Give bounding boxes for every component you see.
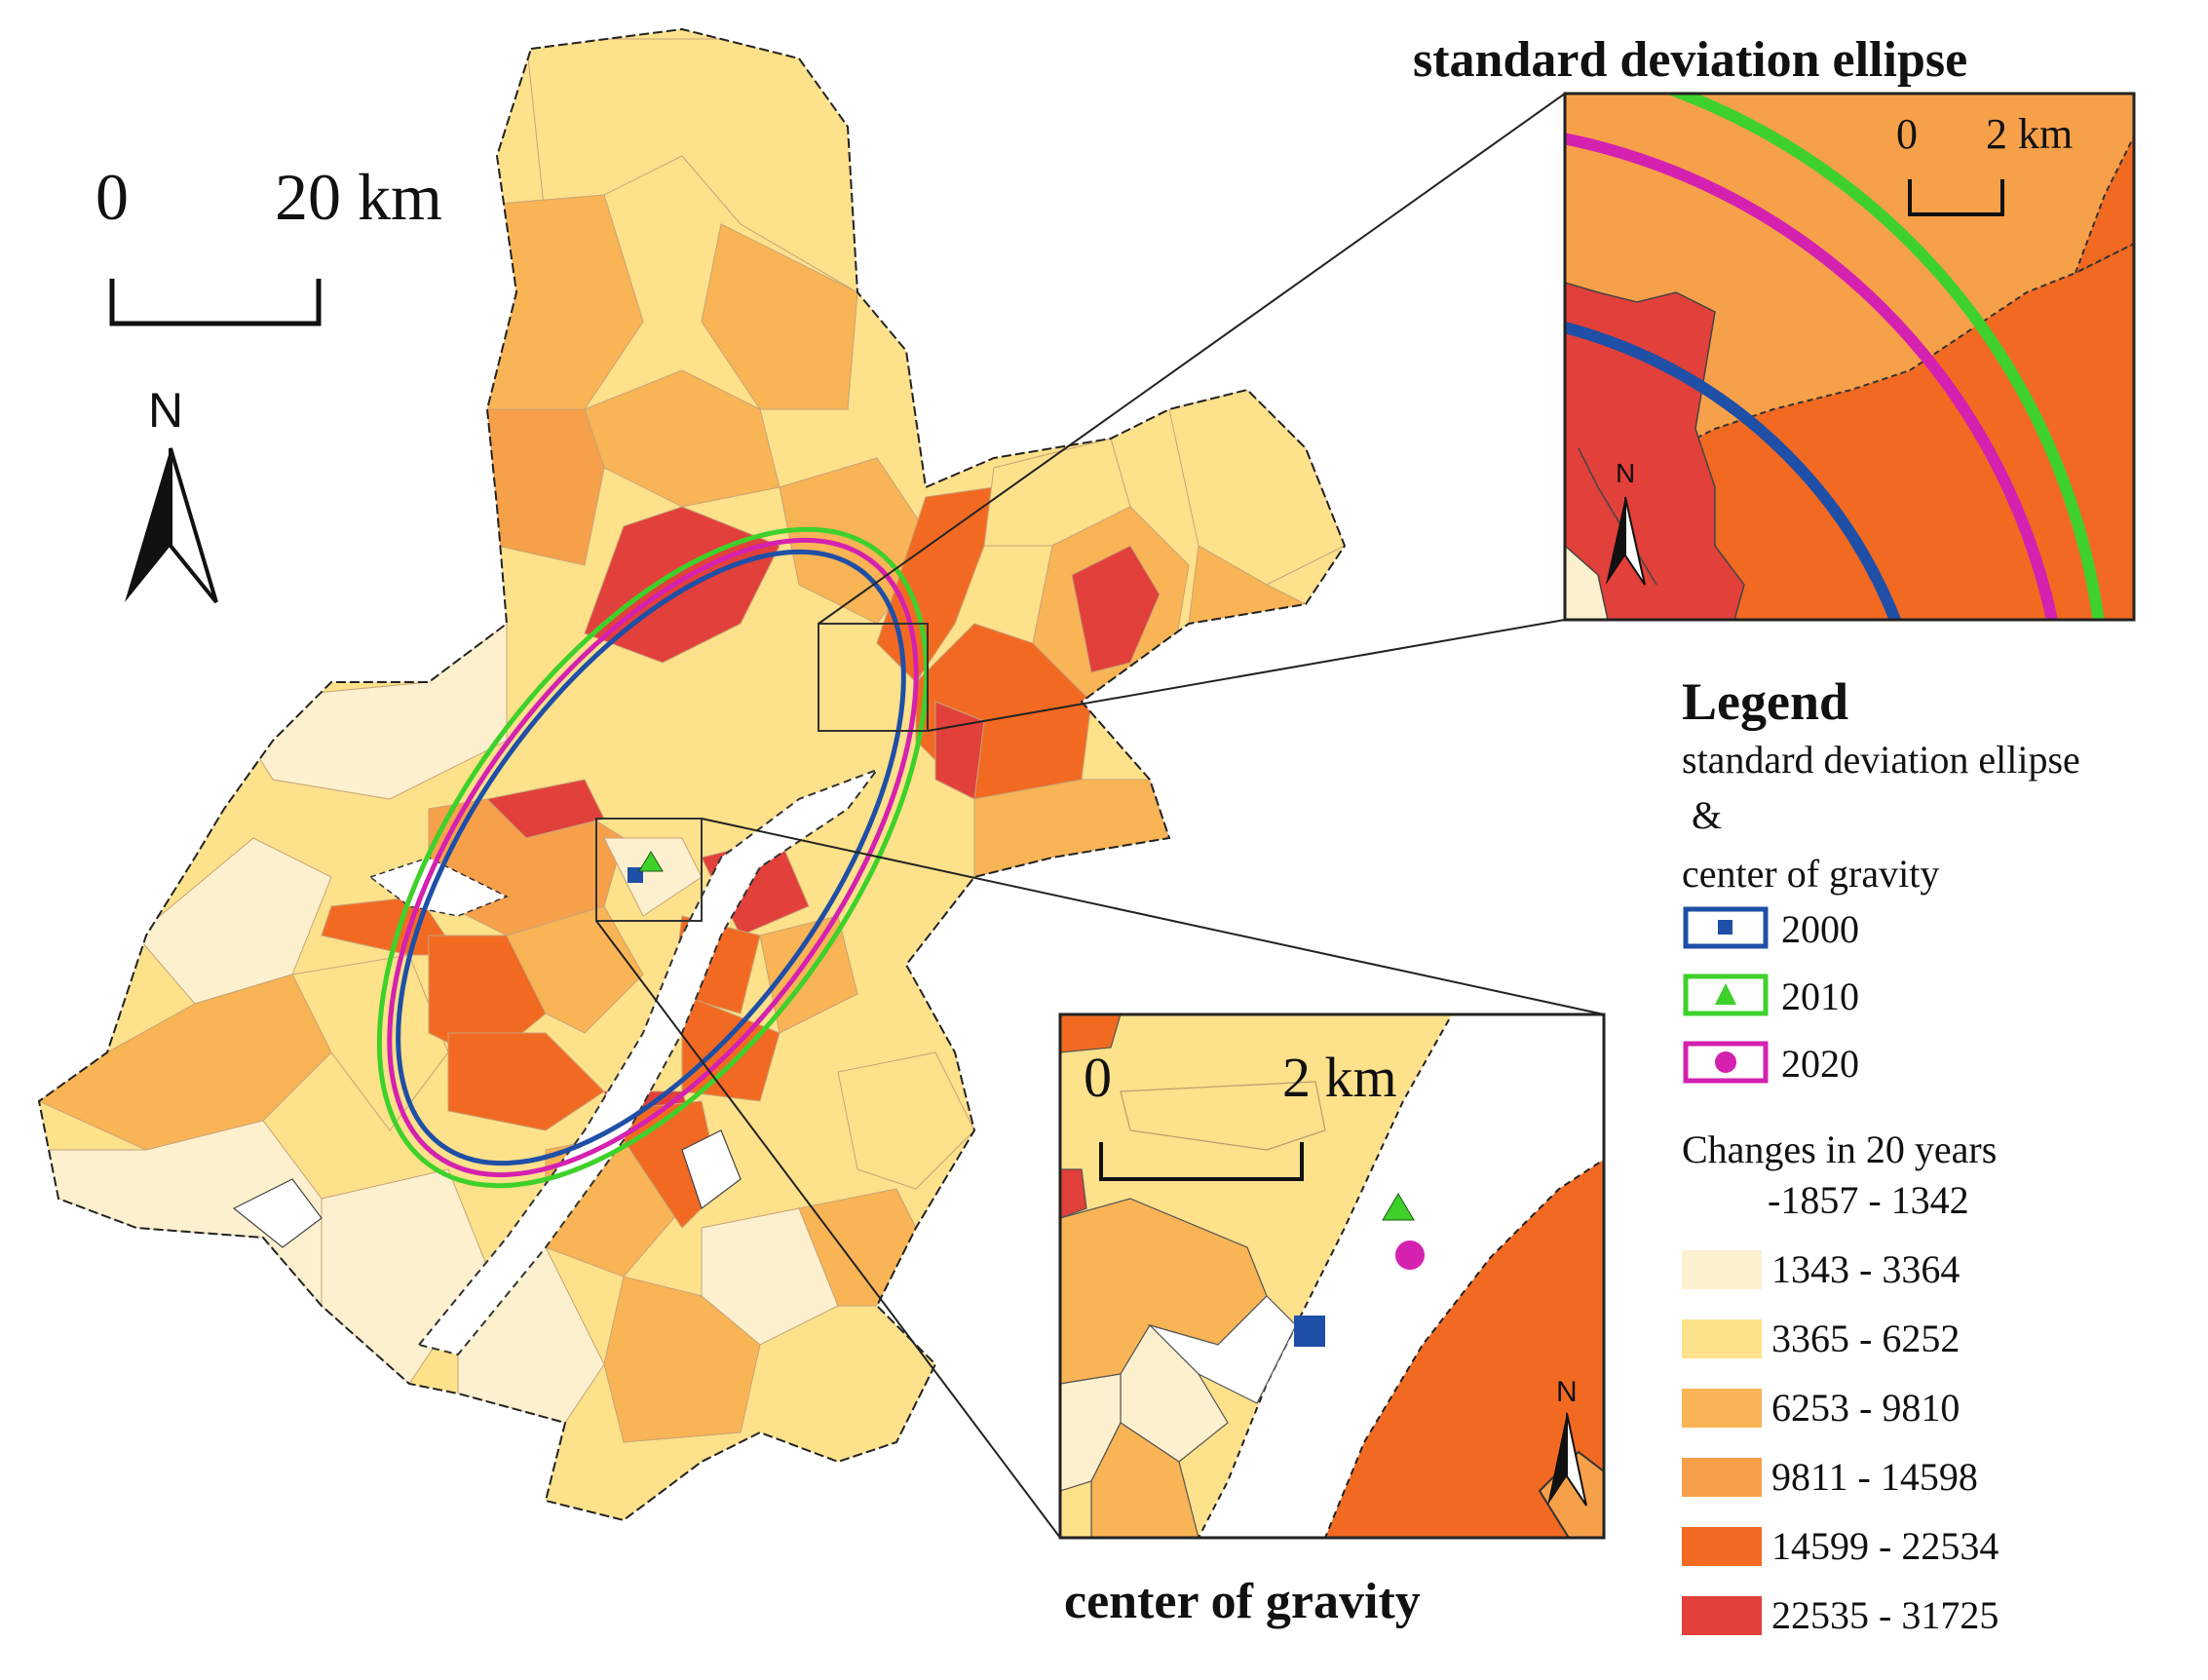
ellipse-2010 <box>376 526 930 1189</box>
legend-class-swatch <box>1682 1250 1762 1289</box>
gravity-inset-source-box <box>595 818 703 922</box>
ellipse-inset-scale-start: 0 <box>1896 110 1918 158</box>
legend-class-label: 9811 - 14598 <box>1771 1455 1978 1499</box>
region-boundary <box>37 27 1347 1522</box>
ellipse-2020 <box>387 537 919 1178</box>
gravity-inset: N 0 2 km center of gravity <box>1058 1012 1606 1629</box>
legend-classes-title: Changes in 20 years <box>1682 1127 1997 1171</box>
inset-gravity-center-2020 <box>1395 1241 1425 1270</box>
legend-class-label: 3365 - 6252 <box>1771 1317 1960 1360</box>
legend-class-swatch <box>1682 1596 1762 1635</box>
ellipse-inset: standard deviation ellipse N 0 2 km <box>1413 32 2136 622</box>
legend-circle-symbol <box>1715 1051 1736 1073</box>
ellipse-inset-source-box <box>818 623 929 732</box>
legend-year-2000-label: 2000 <box>1781 907 1859 951</box>
legend: Legend standard deviation ellipse & cent… <box>1682 672 2080 1637</box>
ellipse-2000 <box>396 549 906 1166</box>
legend-triangle-symbol <box>1715 983 1736 1005</box>
legend-square-symbol <box>1718 920 1732 935</box>
inset-gravity-center-2000 <box>1294 1316 1325 1347</box>
inset-gravity-center-2010 <box>1382 1193 1415 1221</box>
ellipse-inset-scale-bar: 0 2 km <box>1896 110 2073 216</box>
legend-year-2020: 2020 <box>1683 1041 1859 1086</box>
legend-class-swatch <box>1682 1389 1762 1428</box>
main-north-arrow: N <box>125 383 218 604</box>
north-label: N <box>148 383 183 438</box>
main-scale-bar: 0 20 km <box>95 160 442 326</box>
ellipse-inset-title: standard deviation ellipse <box>1413 32 1967 88</box>
legend-class-label: 14599 - 22534 <box>1771 1524 1999 1568</box>
legend-section-line-3: center of gravity <box>1682 852 1939 896</box>
gravity-inset-title: center of gravity <box>1064 1574 1421 1629</box>
legend-class-swatch <box>1682 1458 1762 1497</box>
main-scale-end: 20 km <box>275 160 442 234</box>
gravity-inset-scale-end: 2 km <box>1282 1046 1397 1109</box>
main-scale-start: 0 <box>95 160 129 234</box>
gravity-inset-scale-start: 0 <box>1084 1046 1112 1109</box>
legend-year-2010-label: 2010 <box>1781 974 1859 1018</box>
legend-class-swatch <box>1682 1319 1762 1358</box>
ellipse-inset-north-label: N <box>1616 458 1635 488</box>
legend-class-label: 22535 - 31725 <box>1771 1593 1999 1637</box>
north-arrow-left-half <box>125 448 171 602</box>
gravity-center-2010-marker <box>638 851 664 872</box>
gravity-inset-north-label: N <box>1556 1376 1578 1408</box>
legend-year-2010: 2010 <box>1683 974 1859 1018</box>
legend-class-label: 1343 - 3364 <box>1771 1247 1960 1291</box>
north-arrow-right-half <box>169 447 218 604</box>
legend-title: Legend <box>1682 672 1848 731</box>
ellipse-inset-scale-end: 2 km <box>1986 110 2073 158</box>
gravity-inset-frame <box>1058 1012 1606 1540</box>
legend-section-line-2: & <box>1682 793 1722 837</box>
std-ellipses <box>376 526 930 1189</box>
legend-section-line-1: standard deviation ellipse <box>1682 738 2080 782</box>
legend-classes: -1857 - 1342 1343 - 3364 3365 - 6252 6253 -… <box>1682 1178 1999 1637</box>
legend-class-label: -1857 - 1342 <box>1768 1178 1969 1222</box>
legend-class-label: 6253 - 9810 <box>1771 1386 1960 1430</box>
legend-class-swatch <box>1682 1181 1762 1220</box>
legend-class-swatch <box>1682 1527 1762 1566</box>
inset-leader-lines <box>595 93 1605 1539</box>
legend-year-2000: 2000 <box>1683 906 1859 951</box>
gravity-inset-scale-bar: 0 2 km <box>1084 1046 1397 1181</box>
legend-year-2020-label: 2020 <box>1781 1042 1859 1086</box>
ellipse-inset-frame <box>1563 92 2136 622</box>
